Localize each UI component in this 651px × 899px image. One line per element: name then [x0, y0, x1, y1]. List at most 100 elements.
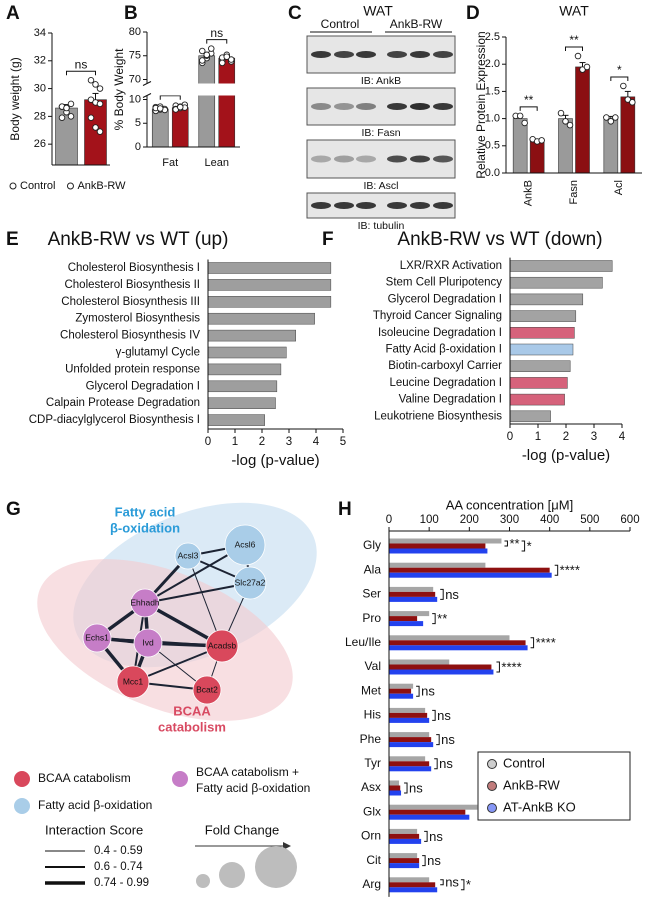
blot-band [433, 202, 453, 209]
y-tick-label: Cholesterol Biosynthesis II [64, 279, 200, 291]
x-tick-label: 0 [386, 514, 392, 526]
node [205, 629, 239, 663]
sig-label: ns [210, 26, 223, 40]
y-tick-label: Tyr [364, 756, 381, 770]
node [133, 628, 163, 658]
cluster-label: β-oxidation [110, 520, 180, 535]
legend-label: 0.4 - 0.59 [94, 845, 143, 857]
blot-band [311, 103, 331, 110]
sig-label: * [527, 538, 532, 553]
y-tick-label: Leukotriene Biosynthesis [374, 410, 502, 422]
bar [529, 140, 545, 174]
bar [389, 790, 402, 796]
blot-label: IB: Ascl [363, 180, 398, 192]
blot-band [387, 202, 407, 209]
blot-band [433, 103, 453, 110]
sig-bracket [460, 879, 465, 891]
y-tick-label: Leucine Degradation I [389, 377, 502, 389]
node-label: Mcc1 [123, 676, 144, 686]
bar [389, 683, 414, 689]
legend-label: BCAA catabolism + [196, 765, 299, 779]
bar [389, 814, 470, 820]
bar [389, 877, 430, 883]
sig-bracket [206, 39, 228, 44]
y-tick-label: 0 [135, 141, 141, 153]
panel-label: B [124, 3, 138, 24]
sig-label: ns [427, 853, 441, 868]
node-label: Slc27a2 [235, 577, 266, 587]
bar [207, 279, 332, 291]
sig-label: ** [524, 93, 534, 107]
y-tick-label: 1.0 [485, 113, 500, 125]
sig-bracket [434, 758, 438, 770]
sig-bracket [610, 76, 629, 81]
bar [620, 96, 636, 174]
blot-group: Control [321, 17, 360, 31]
data-point [562, 118, 569, 125]
y-tick-label: 1.5 [485, 85, 500, 97]
bar [389, 669, 494, 675]
bar [389, 766, 432, 772]
legend-marker [487, 759, 497, 769]
y-tick-label: 26 [34, 138, 46, 150]
legend-label: AnkB-RW [503, 777, 561, 792]
node [224, 524, 266, 566]
blot-band [410, 103, 430, 110]
bar [575, 66, 590, 174]
y-axis-label: Body weight (g) [8, 57, 22, 140]
x-tick-label: Acl [613, 180, 625, 195]
sig-bracket [530, 637, 535, 649]
x-tick-label: 0 [507, 431, 513, 443]
cluster-label: BCAA [173, 703, 211, 718]
blot-band [334, 155, 354, 163]
x-tick-label: 200 [460, 514, 479, 526]
panel-label: G [6, 499, 21, 520]
y-tick-label: Thyroid Cancer Signaling [373, 310, 502, 322]
panel-label: A [6, 3, 20, 24]
break-mark [142, 81, 152, 86]
cluster-label: catabolism [158, 719, 226, 734]
legend-marker [487, 803, 497, 813]
sig-bracket [416, 685, 420, 697]
sig-bracket [521, 540, 526, 552]
sig-label: ns [437, 708, 451, 723]
blot-band [410, 202, 430, 209]
bar [389, 887, 438, 893]
y-tick-label: Gly [363, 538, 381, 552]
bar [509, 377, 568, 389]
y-tick-label: Glycerol Degradation I [388, 293, 502, 305]
blot-band [433, 155, 453, 163]
x-tick-label: 600 [620, 514, 639, 526]
blot-band [387, 155, 407, 163]
legend-marker [9, 182, 17, 190]
y-tick-label: Glx [363, 804, 381, 818]
node-label: Acsl3 [178, 550, 199, 560]
blot-band [387, 103, 407, 110]
blot-band [410, 155, 430, 163]
chart-title: AnkB-RW vs WT (down) [397, 229, 602, 250]
data-point [612, 114, 619, 121]
data-point [218, 59, 226, 67]
sig-bracket [432, 613, 436, 625]
panel-label: E [6, 229, 19, 250]
bar [389, 882, 436, 888]
legend-label: AT-AnkB KO [503, 799, 576, 814]
data-point [557, 109, 565, 117]
data-point [538, 137, 545, 144]
legend-label: Fatty acid β-oxidation [196, 781, 310, 795]
legend-label: AnkB-RW [77, 180, 126, 192]
y-tick-label: 0.0 [485, 167, 500, 179]
break-mark [142, 93, 152, 98]
sig-label: ns [429, 829, 443, 844]
blot-label: IB: AnkB [361, 75, 401, 87]
bar [207, 380, 278, 393]
legend-marker [14, 798, 30, 814]
y-tick-label: Leu/Ile [345, 635, 381, 649]
y-tick-label: 80 [129, 26, 141, 38]
x-tick-label: 2 [259, 436, 265, 448]
bar [389, 737, 432, 743]
blot-panel [306, 35, 456, 74]
x-tick-label: 3 [591, 431, 597, 443]
data-point [516, 112, 524, 120]
